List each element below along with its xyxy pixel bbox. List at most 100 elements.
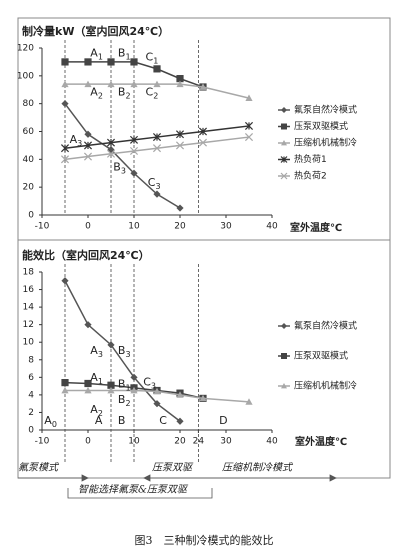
y-tick-label: 8 bbox=[28, 355, 34, 365]
annotation-subscript: 0 bbox=[52, 420, 57, 429]
marker bbox=[107, 341, 115, 349]
marker bbox=[130, 80, 138, 88]
annotation-subscript: 3 bbox=[121, 166, 126, 175]
marker bbox=[245, 94, 253, 101]
mode-arrows bbox=[18, 474, 337, 499]
series-line bbox=[64, 136, 250, 161]
annotation: A2 bbox=[90, 86, 103, 101]
marker bbox=[153, 387, 161, 395]
marker bbox=[84, 386, 92, 394]
marker bbox=[107, 145, 115, 154]
annotation-subscript: 1 bbox=[98, 377, 103, 386]
marker bbox=[84, 58, 92, 66]
annotation-subscript: 2 bbox=[98, 91, 103, 100]
marker bbox=[176, 80, 184, 88]
annotation: A1 bbox=[90, 47, 103, 62]
annotation: C3 bbox=[143, 376, 156, 391]
series-line bbox=[65, 389, 250, 403]
annotation-subscript: 1 bbox=[125, 383, 130, 392]
marker bbox=[281, 323, 287, 329]
y-tick-label: 80 bbox=[23, 99, 35, 109]
annotation-letter: C bbox=[146, 51, 154, 64]
arrow-head bbox=[329, 474, 337, 482]
annotation-letter: C bbox=[148, 176, 156, 189]
marker bbox=[61, 58, 69, 66]
annotation-letter: A bbox=[70, 133, 78, 146]
legend-label: 热负荷1 bbox=[294, 153, 327, 165]
marker bbox=[175, 130, 185, 139]
series-line bbox=[64, 103, 181, 209]
annotation-letter: C bbox=[159, 414, 167, 427]
x-tick-label: 30 bbox=[220, 222, 232, 232]
marker bbox=[130, 386, 138, 394]
x-tick-label: 30 bbox=[220, 437, 232, 447]
marker bbox=[61, 386, 69, 394]
marker bbox=[61, 379, 69, 387]
arrow-head bbox=[81, 474, 89, 482]
annotation: B1 bbox=[118, 47, 131, 62]
marker bbox=[175, 141, 185, 150]
marker bbox=[84, 80, 92, 88]
marker bbox=[84, 130, 92, 138]
marker bbox=[153, 65, 161, 73]
y-tick-label: 100 bbox=[17, 71, 34, 81]
y-tick-label: 2 bbox=[28, 408, 34, 418]
mode-label: 压泵双驱 bbox=[152, 463, 194, 474]
y-tick-label: 12 bbox=[23, 320, 34, 330]
marker bbox=[106, 138, 116, 147]
marker bbox=[281, 123, 287, 130]
annotation-letter: A bbox=[90, 371, 98, 384]
marker bbox=[244, 121, 254, 130]
marker bbox=[130, 58, 138, 66]
annotation: A3 bbox=[90, 344, 103, 359]
marker bbox=[61, 100, 69, 108]
y-tick-label: 6 bbox=[28, 373, 34, 383]
series-line bbox=[65, 83, 250, 99]
annotation-subscript: 1 bbox=[98, 52, 103, 61]
chart-title: 制冷量kW（室内回风24℃） bbox=[22, 24, 169, 38]
y-tick-label: 18 bbox=[23, 268, 35, 278]
y-tick-label: 10 bbox=[23, 338, 35, 348]
legend-label: 热负荷2 bbox=[294, 170, 327, 182]
legend-label: 压缩机机械制冷 bbox=[294, 137, 357, 149]
marker bbox=[198, 138, 208, 147]
marker bbox=[107, 58, 115, 66]
annotation: B2 bbox=[118, 393, 131, 408]
annotation: B2 bbox=[118, 86, 131, 101]
y-tick-label: 20 bbox=[23, 183, 35, 193]
annotation-letter: B bbox=[118, 393, 126, 406]
marker bbox=[281, 107, 287, 113]
marker bbox=[107, 381, 115, 389]
annotation-letter: C bbox=[143, 376, 151, 389]
legend-label: 氟泵自然冷模式 bbox=[294, 104, 357, 116]
x-tick-label: 40 bbox=[266, 437, 278, 447]
annotation-letter: B bbox=[118, 86, 126, 99]
marker bbox=[176, 75, 184, 83]
marker bbox=[83, 152, 93, 161]
annotation-letter: D bbox=[219, 414, 227, 427]
annotation: A3 bbox=[70, 133, 83, 148]
annotation: B bbox=[118, 414, 126, 427]
annotation: A1 bbox=[90, 371, 103, 386]
annotation-subscript: 2 bbox=[125, 91, 130, 100]
bracket bbox=[67, 488, 213, 499]
y-tick-label: 60 bbox=[23, 127, 35, 137]
x-tick-label: 0 bbox=[85, 437, 91, 447]
annotation: A bbox=[95, 414, 103, 427]
annotation: D bbox=[219, 414, 227, 427]
annotation-subscript: 2 bbox=[153, 91, 158, 100]
annotation-letter: A bbox=[90, 86, 98, 99]
marker bbox=[281, 353, 287, 359]
marker bbox=[107, 80, 115, 88]
annotation-subscript: 1 bbox=[125, 52, 130, 61]
marker bbox=[281, 383, 287, 389]
marker bbox=[129, 135, 139, 144]
marker bbox=[84, 379, 92, 388]
annotation-letter: A bbox=[44, 414, 52, 427]
marker bbox=[106, 149, 116, 158]
marker bbox=[83, 141, 93, 150]
annotation-letter: B bbox=[118, 414, 126, 427]
y-tick-label: 14 bbox=[23, 303, 35, 313]
x-tick-label: 10 bbox=[128, 222, 140, 232]
legend-label: 压缩机机械制冷 bbox=[294, 380, 357, 392]
